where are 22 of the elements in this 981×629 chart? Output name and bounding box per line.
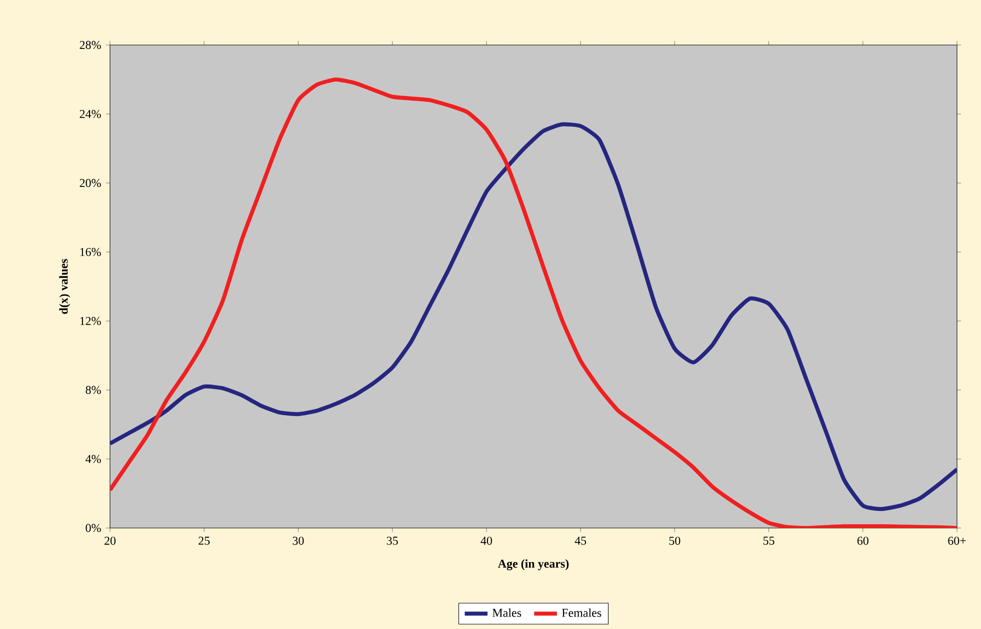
x-tick-label: 60+ [948, 536, 966, 545]
y-tick-label: 0% [86, 524, 101, 532]
y-tick-label: 12% [80, 316, 101, 326]
y-axis-title: d(x) values [59, 258, 70, 314]
y-tick-label: 8% [86, 386, 101, 394]
x-tick-label: 30 [292, 536, 304, 545]
x-axis-title: Age (in years) [498, 559, 569, 570]
x-tick-label: 20 [104, 536, 116, 545]
x-tick-label: 55 [763, 536, 774, 545]
x-tick-label: 25 [198, 536, 210, 545]
y-tick-label: 24% [80, 110, 101, 118]
x-tick-label: 50 [669, 536, 680, 545]
y-tick-label: 28% [80, 40, 101, 50]
x-tick-label: 60 [857, 536, 868, 545]
y-tick-label: 20% [80, 178, 101, 188]
legend-label: Females [562, 608, 602, 617]
y-tick-label: 4% [86, 454, 101, 464]
x-tick-label: 35 [386, 536, 398, 545]
y-tick-label: 16% [80, 248, 101, 256]
x-tick-label: 40 [480, 536, 492, 545]
legend-label: Males [492, 608, 522, 617]
x-tick-label: 45 [574, 536, 586, 545]
